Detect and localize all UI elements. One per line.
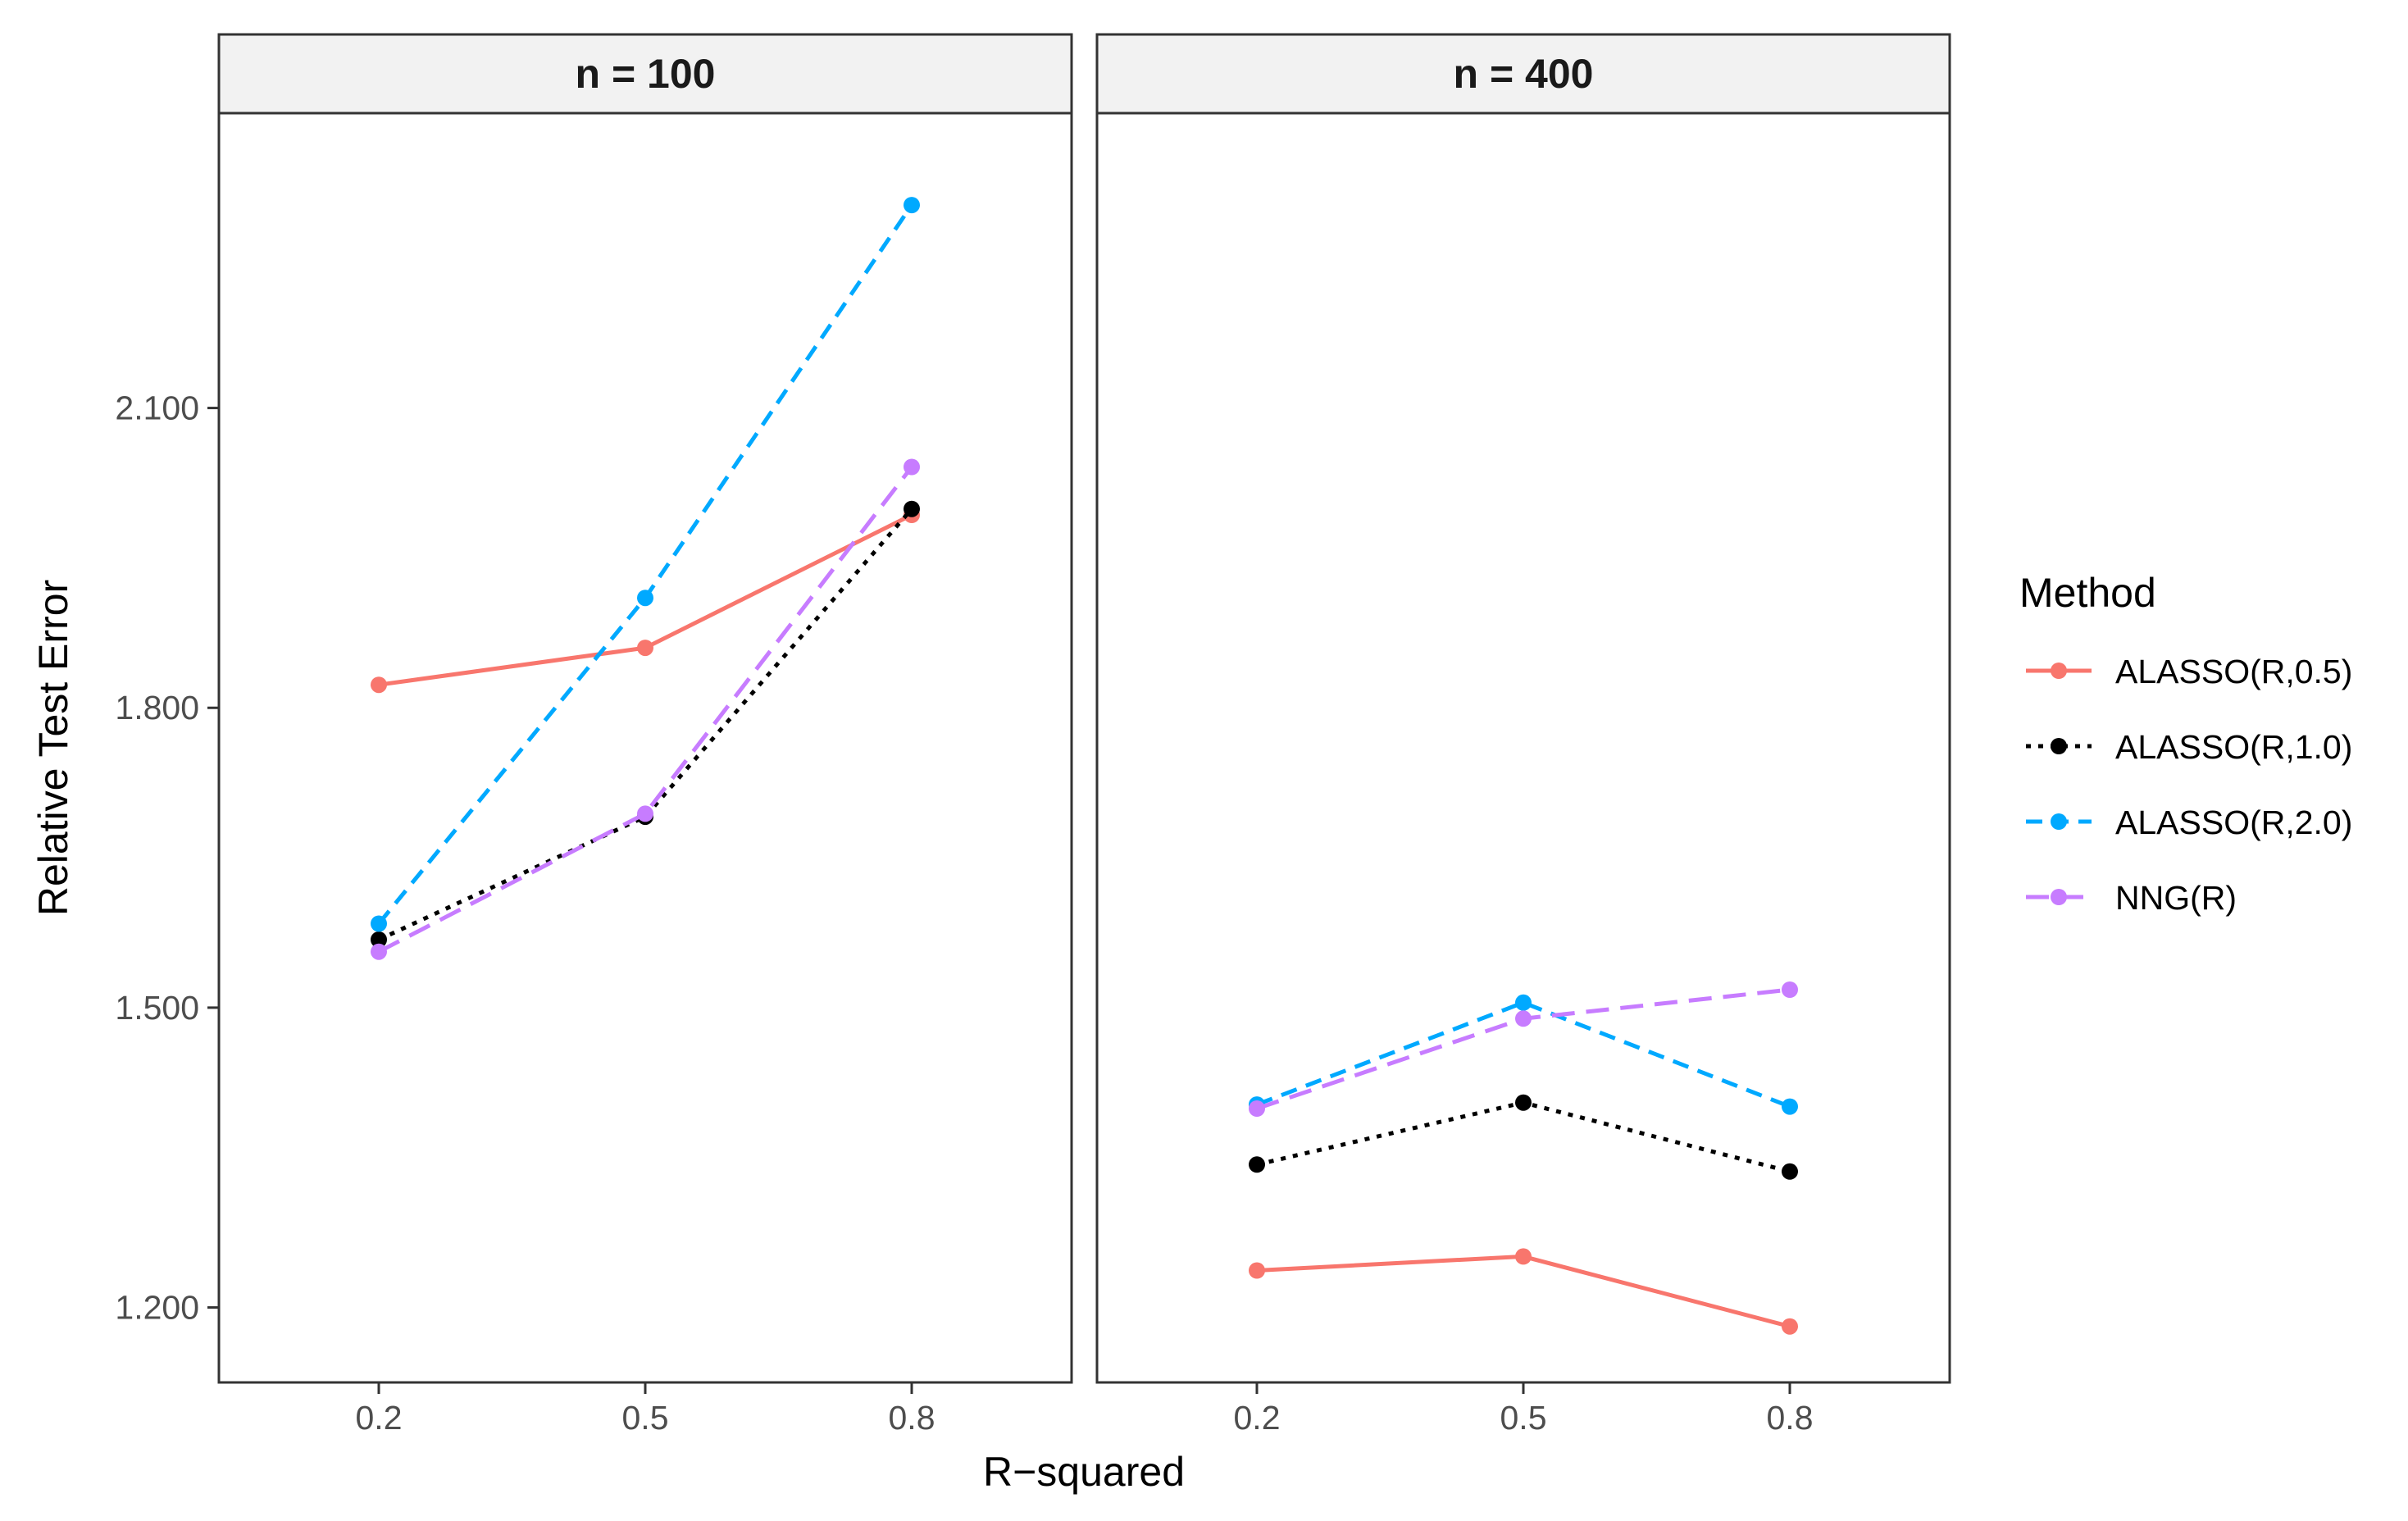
facet-panel-2: n = 400 xyxy=(1095,33,1951,1384)
legend: Method ALASSO(R,0.5) ALASSO(R,1.0) ALASSO(… xyxy=(2019,570,2352,917)
legend-label-1: ALASSO(R,0.5) xyxy=(2115,653,2352,690)
data-point-2-facet-1-0.2 xyxy=(371,931,387,948)
y-tick-label: 1.800 xyxy=(115,689,199,726)
data-point-2-facet-2-0.5 xyxy=(1515,1094,1532,1111)
x-tick-label: 0.2 xyxy=(356,1399,403,1437)
data-point-3-facet-2-0.8 xyxy=(1782,1098,1798,1115)
panel-border-1 xyxy=(217,112,1073,1384)
data-point-4-facet-2-0.2 xyxy=(1249,1100,1265,1117)
y-tick-label: 1.200 xyxy=(115,1289,199,1327)
x-tick-label: 0.2 xyxy=(1234,1399,1281,1437)
plot-area-1 xyxy=(371,197,920,960)
facet-panel-1: n = 100 xyxy=(217,33,1073,1384)
x-tick-label: 0.8 xyxy=(889,1399,935,1437)
data-point-4-facet-1-0.5 xyxy=(637,805,653,822)
data-point-2-facet-2-0.2 xyxy=(1249,1156,1265,1173)
data-point-4-facet-1-0.8 xyxy=(904,458,920,476)
facet-strip-1 xyxy=(217,33,1073,115)
plot-area-2 xyxy=(1249,981,1798,1335)
legend-key-point-1 xyxy=(2051,663,2067,679)
data-point-1-facet-2-0.5 xyxy=(1515,1248,1532,1265)
data-point-3-facet-1-0.2 xyxy=(371,915,387,932)
facet-label-1: n = 100 xyxy=(576,51,716,97)
data-point-4-facet-2-0.5 xyxy=(1515,1010,1532,1027)
data-point-1-facet-2-0.2 xyxy=(1249,1262,1265,1279)
series-line-4-facet-1 xyxy=(377,465,913,954)
facet-strip-2 xyxy=(1095,33,1951,115)
y-tick-label: 2.100 xyxy=(115,389,199,427)
legend-title: Method xyxy=(2019,570,2156,616)
data-point-4-facet-2-0.8 xyxy=(1782,981,1798,998)
data-point-2-facet-1-0.8 xyxy=(904,500,920,517)
x-tick-label: 0.8 xyxy=(1767,1399,1814,1437)
facet-label-2: n = 400 xyxy=(1454,51,1594,97)
x-tick-label: 0.5 xyxy=(622,1399,669,1437)
y-axis-title: Relative Test Error xyxy=(30,580,76,916)
series-line-3-facet-2 xyxy=(1256,1000,1791,1109)
data-point-4-facet-1-0.2 xyxy=(371,943,387,960)
legend-key-point-4 xyxy=(2051,889,2067,905)
y-tick-label: 1.500 xyxy=(115,989,199,1027)
data-point-1-facet-2-0.8 xyxy=(1782,1318,1798,1335)
legend-label-4: NNG(R) xyxy=(2115,879,2237,917)
x-tick-label: 0.5 xyxy=(1500,1399,1547,1437)
x-axis-title: R−squared xyxy=(983,1449,1185,1495)
y-axis: 1.200 1.500 1.800 2.100 xyxy=(115,389,219,1327)
legend-label-3: ALASSO(R,2.0) xyxy=(2115,804,2352,841)
data-point-3-facet-1-0.8 xyxy=(904,197,920,214)
legend-label-2: ALASSO(R,1.0) xyxy=(2115,728,2352,766)
x-axis: 0.2 0.5 0.8 0.2 0.5 0.8 xyxy=(356,1382,1814,1437)
data-point-1-facet-1-0.5 xyxy=(637,640,653,657)
legend-key-point-3 xyxy=(2051,813,2067,830)
legend-key-point-2 xyxy=(2051,738,2067,754)
data-point-2-facet-2-0.8 xyxy=(1782,1163,1798,1180)
data-point-3-facet-1-0.5 xyxy=(637,590,653,607)
data-point-3-facet-2-0.5 xyxy=(1515,994,1532,1011)
panel-border-2 xyxy=(1095,112,1951,1384)
data-point-1-facet-1-0.2 xyxy=(371,676,387,694)
